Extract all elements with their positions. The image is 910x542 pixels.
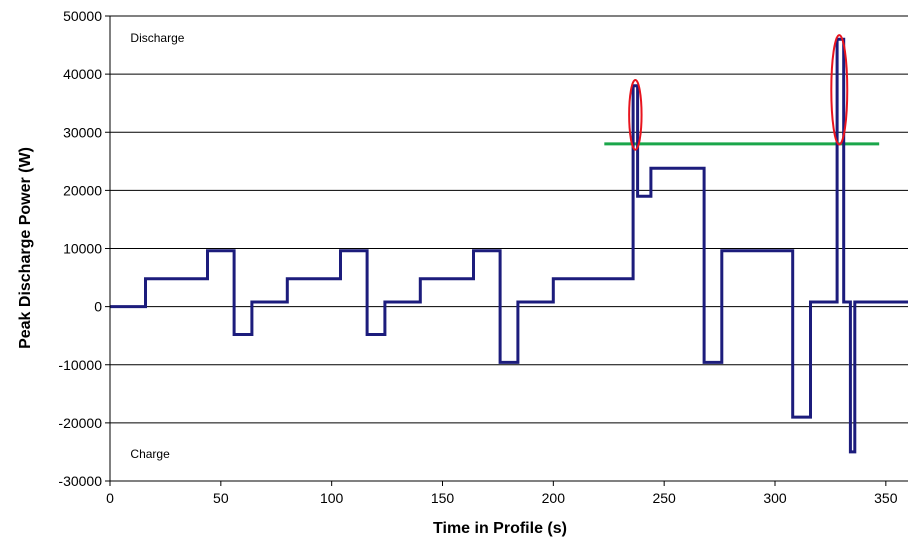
- highlight-ellipses: [628, 34, 849, 151]
- y-tick-label: 10000: [63, 241, 102, 257]
- axes: [105, 15, 908, 486]
- x-tick-label: 0: [106, 490, 114, 506]
- y-axis-title: Peak Discharge Power (W): [17, 147, 34, 349]
- grid-lines: [110, 15, 908, 482]
- y-tick-label: 30000: [63, 124, 102, 140]
- x-tick-label: 300: [763, 490, 787, 506]
- y-tick-label: 40000: [63, 66, 102, 82]
- x-axis-title: Time in Profile (s): [433, 520, 567, 537]
- x-tick-label: 250: [652, 490, 676, 506]
- y-tick-label: -30000: [58, 473, 102, 489]
- series-line: [110, 37, 908, 454]
- annotations: Discharge Charge: [130, 31, 184, 461]
- y-tick-label: -20000: [58, 415, 102, 431]
- peak-highlight-ellipse: [830, 34, 849, 146]
- x-tick-label: 150: [431, 490, 455, 506]
- x-tick-label: 350: [874, 490, 898, 506]
- y-tick-label: 20000: [63, 182, 102, 198]
- y-tick-labels: -30000 -20000 -10000 0 10000 20000 30000 40000 5…: [58, 8, 102, 489]
- x-tick-label: 200: [542, 490, 566, 506]
- peak-highlight-ellipse: [628, 78, 643, 151]
- x-tick-label: 100: [320, 490, 344, 506]
- x-tick-labels: 0 50 100 150 200 250 300 350: [106, 490, 898, 506]
- series-group: [110, 37, 908, 454]
- y-tick-label: 50000: [63, 8, 102, 24]
- y-tick-label: 0: [94, 299, 102, 315]
- y-tick-label: -10000: [58, 357, 102, 373]
- annotation-label: Charge: [130, 447, 170, 461]
- x-tick-label: 50: [213, 490, 229, 506]
- annotation-label: Discharge: [130, 31, 184, 45]
